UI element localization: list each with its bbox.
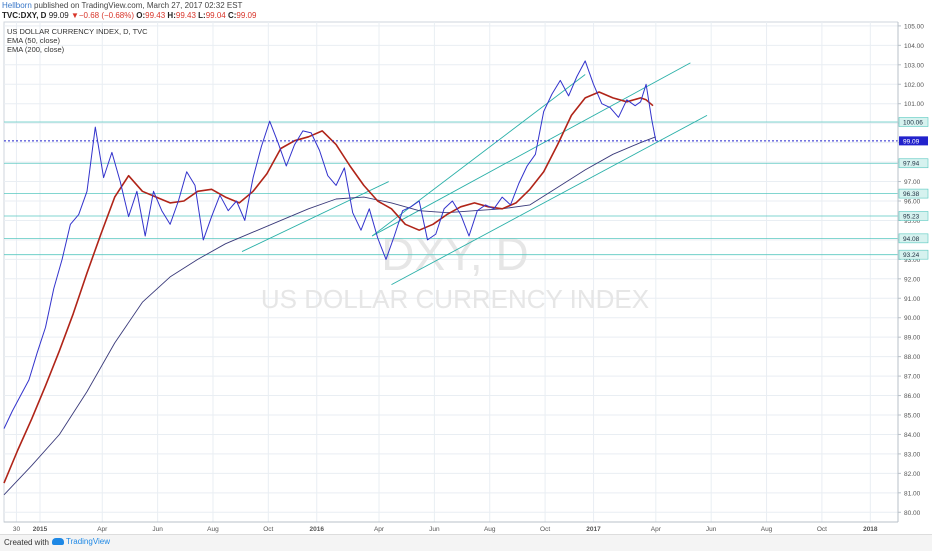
x-tick-label: Aug <box>761 526 773 533</box>
symbol-label: TVC:DXY, D <box>2 11 47 20</box>
chart-legend: US DOLLAR CURRENCY INDEX, D, TVC EMA (50… <box>7 27 148 54</box>
x-tick-label: 2018 <box>863 526 878 533</box>
level-label: 94.08 <box>898 233 929 244</box>
y-tick-label: 82.00 <box>904 471 921 478</box>
last-price-text: 99.09 <box>48 11 69 20</box>
series-price-line <box>3 60 657 429</box>
legend-ema200[interactable]: EMA (200, close) <box>7 45 65 54</box>
y-tick-label: 87.00 <box>904 374 921 381</box>
level-label-text: 96.38 <box>903 191 920 198</box>
y-tick-label: 93.00 <box>904 257 921 264</box>
level-label: 96.38 <box>898 188 929 199</box>
change-text: −0.68 (−0.68%) <box>78 11 135 20</box>
x-tick-label: 2015 <box>33 526 48 533</box>
footer-bar: Created with TradingView <box>0 534 932 551</box>
trendline <box>371 62 691 237</box>
watermark-symbol: DXY, D <box>381 228 528 280</box>
level-label-text: 95.23 <box>903 213 920 220</box>
level-label-text: 97.94 <box>903 161 920 168</box>
level-label-box <box>898 233 929 244</box>
last-price-label: 99.09 <box>903 138 920 145</box>
created-with-text: Created with <box>4 538 49 547</box>
price-chart[interactable]: DXY, D US DOLLAR CURRENCY INDEX 80.00 81.00… <box>0 20 932 534</box>
trendline <box>241 181 389 252</box>
open-value: 99.43 <box>145 11 166 20</box>
level-label-text: 100.06 <box>903 120 923 127</box>
y-tick-label: 102.00 <box>904 82 924 89</box>
publish-info: Hellborn published on TradingView.com, M… <box>2 1 242 10</box>
legend-title: US DOLLAR CURRENCY INDEX, D, TVC <box>7 27 148 36</box>
y-tick-label: 84.00 <box>904 432 921 439</box>
low-value: 99.04 <box>205 11 226 20</box>
x-tick-label: 2017 <box>586 526 601 533</box>
low-label: L: <box>198 11 206 20</box>
y-tick-label: 91.00 <box>904 296 921 303</box>
tradingview-logo[interactable]: TradingView <box>52 537 110 546</box>
author-link[interactable]: Hellborn <box>2 1 32 10</box>
last-price-label-box <box>899 136 928 146</box>
y-tick-label: 85.00 <box>904 412 921 419</box>
x-tick-label: Aug <box>484 526 496 533</box>
level-label-box <box>898 158 929 169</box>
level-label: 95.23 <box>898 211 929 221</box>
x-tick-label: Jun <box>152 526 163 533</box>
y-tick-label: 105.00 <box>904 23 924 30</box>
y-tick-label: 97.00 <box>904 179 921 186</box>
level-label-box <box>898 188 929 199</box>
close-value: 99.09 <box>236 11 257 20</box>
legend-ema50[interactable]: EMA (50, close) <box>7 36 60 45</box>
y-tick-label: 104.00 <box>904 43 924 50</box>
y-tick-label: 81.00 <box>904 490 921 497</box>
plot-area <box>3 21 899 523</box>
trendline <box>371 74 586 237</box>
x-tick-label: Apr <box>97 526 108 533</box>
y-tick-label: 86.00 <box>904 393 921 400</box>
published-text: published on TradingView.com, March 27, … <box>31 1 243 10</box>
y-tick-label: 80.00 <box>904 510 921 517</box>
high-value: 99.43 <box>175 11 196 20</box>
level-label: 100.06 <box>898 117 929 127</box>
level-label-text: 94.08 <box>903 236 920 243</box>
y-axis-panel <box>898 20 932 534</box>
x-tick-label: Oct <box>540 526 550 533</box>
level-label-text: 93.24 <box>903 252 920 259</box>
y-tick-label: 103.00 <box>904 62 924 69</box>
y-tick-label: 89.00 <box>904 335 921 342</box>
level-label-box <box>898 211 929 221</box>
level-label-box <box>898 117 929 127</box>
x-tick-label: 30 <box>13 526 21 533</box>
y-tick-label: 83.00 <box>904 451 921 458</box>
high-label: H: <box>167 11 176 20</box>
tradingview-brand: TradingView <box>66 537 111 546</box>
close-label: C: <box>227 11 237 20</box>
trendline <box>391 114 708 286</box>
level-label: 97.94 <box>898 158 929 169</box>
change-arrow-icon: ▼ <box>70 11 79 20</box>
tradingview-cloud-icon <box>52 538 64 546</box>
level-label: 93.24 <box>898 249 929 260</box>
x-tick-label: Jun <box>706 526 717 533</box>
x-tick-label: Apr <box>374 526 385 533</box>
y-tick-label: 92.00 <box>904 276 921 283</box>
x-tick-label: Aug <box>207 526 219 533</box>
series-ema200-line <box>3 136 656 496</box>
y-tick-label: 101.00 <box>904 101 924 108</box>
watermark-name: US DOLLAR CURRENCY INDEX <box>261 284 649 314</box>
x-tick-label: Oct <box>817 526 827 533</box>
series-ema50-line <box>3 91 654 484</box>
x-tick-label: Jun <box>429 526 440 533</box>
x-tick-label: Apr <box>651 526 662 533</box>
y-tick-label: 96.00 <box>904 198 921 205</box>
y-tick-label: 88.00 <box>904 354 921 361</box>
y-tick-label: 90.00 <box>904 315 921 322</box>
y-tick-label: 95.00 <box>904 218 921 225</box>
ohlc-bar: TVC:DXY, D 99.09 ▼−0.68 (−0.68%) O:99.43… <box>2 11 256 20</box>
level-label-box <box>898 249 929 260</box>
x-tick-label: Oct <box>263 526 273 533</box>
x-tick-label: 2016 <box>310 526 325 533</box>
open-label: O: <box>136 11 146 20</box>
